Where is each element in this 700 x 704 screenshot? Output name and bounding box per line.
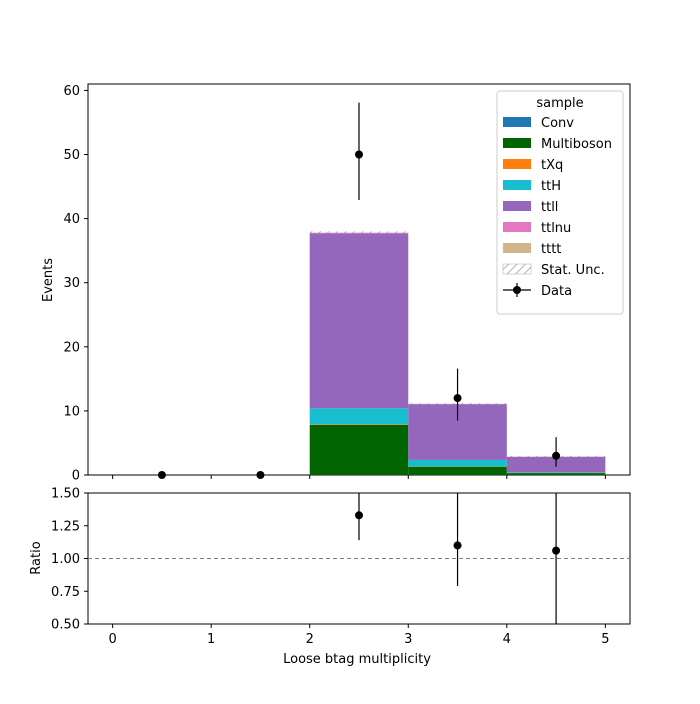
data-point xyxy=(158,471,166,479)
legend-label: tXq xyxy=(541,158,563,173)
ratio-y-tick-label: 1.25 xyxy=(51,519,80,534)
ratio-y-axis-label: Ratio xyxy=(29,541,44,574)
x-tick-label: 2 xyxy=(306,632,314,647)
legend-swatch xyxy=(503,201,531,211)
x-tick-label: 3 xyxy=(404,632,412,647)
ratio-point xyxy=(355,511,363,519)
legend: sample Conv Multiboson tXq ttH ttll ttlnu tttt S… xyxy=(497,91,623,314)
main-y-ticks: 0 10 20 30 40 50 60 xyxy=(63,84,88,484)
legend-data-marker xyxy=(513,286,521,294)
bar-txq-bin-2-3 xyxy=(310,424,409,425)
legend-swatch-stat-unc xyxy=(503,264,531,274)
data-point xyxy=(355,151,363,159)
ratio-y-tick-label: 1.00 xyxy=(51,552,80,567)
legend-swatch xyxy=(503,138,531,148)
x-tick-label: 5 xyxy=(601,632,609,647)
legend-label: ttH xyxy=(541,179,561,194)
legend-label: Data xyxy=(541,284,572,299)
ratio-panel: 0.50 0.75 1.00 1.25 1.50 0 1 2 3 4 5 Ratio Loose … xyxy=(29,487,630,668)
ratio-y-tick-label: 0.75 xyxy=(51,585,80,600)
y-tick-label: 20 xyxy=(63,340,80,355)
y-tick-label: 0 xyxy=(72,469,80,484)
legend-swatch xyxy=(503,159,531,169)
data-point xyxy=(552,452,560,460)
data-point xyxy=(256,471,264,479)
legend-label: ttlnu xyxy=(541,221,571,236)
bar-tth-bin-3-4 xyxy=(408,460,507,466)
data-point xyxy=(454,394,462,402)
main-x-ticks xyxy=(113,475,606,479)
y-tick-label: 50 xyxy=(63,148,80,163)
y-tick-label: 40 xyxy=(63,212,80,227)
bar-ttll-bin-2-3 xyxy=(310,233,409,408)
legend-label: ttll xyxy=(541,200,558,215)
main-y-axis-label: Events xyxy=(41,258,56,302)
ratio-y-tick-label: 1.50 xyxy=(51,487,80,502)
legend-swatch xyxy=(503,243,531,253)
x-tick-label: 4 xyxy=(503,632,511,647)
legend-title: sample xyxy=(536,96,583,111)
legend-label: Stat. Unc. xyxy=(541,263,605,278)
ratio-point xyxy=(454,541,462,549)
x-axis-label: Loose btag multiplicity xyxy=(283,652,431,667)
bar-tth-bin-2-3 xyxy=(310,408,409,424)
ratio-x-ticks: 0 1 2 3 4 5 xyxy=(108,624,609,647)
y-tick-label: 60 xyxy=(63,84,80,99)
y-tick-label: 10 xyxy=(63,404,80,419)
stat-unc-band-bin-2-3 xyxy=(310,231,409,234)
y-tick-label: 30 xyxy=(63,276,80,291)
legend-swatch xyxy=(503,180,531,190)
legend-swatch xyxy=(503,222,531,232)
legend-label: tttt xyxy=(541,242,561,257)
ratio-y-tick-label: 0.50 xyxy=(51,618,80,633)
bar-multiboson-bin-2-3 xyxy=(310,425,409,475)
ratio-point xyxy=(552,547,560,555)
legend-swatch xyxy=(503,117,531,127)
legend-label: Multiboson xyxy=(541,137,612,152)
x-tick-label: 1 xyxy=(207,632,215,647)
bar-multiboson-bin-3-4 xyxy=(408,467,507,475)
legend-label: Conv xyxy=(541,116,574,131)
x-tick-label: 0 xyxy=(108,632,116,647)
ratio-y-ticks: 0.50 0.75 1.00 1.25 1.50 xyxy=(51,487,88,633)
bar-tth-bin-4-5 xyxy=(507,472,606,473)
bar-multiboson-bin-4-5 xyxy=(507,473,606,475)
